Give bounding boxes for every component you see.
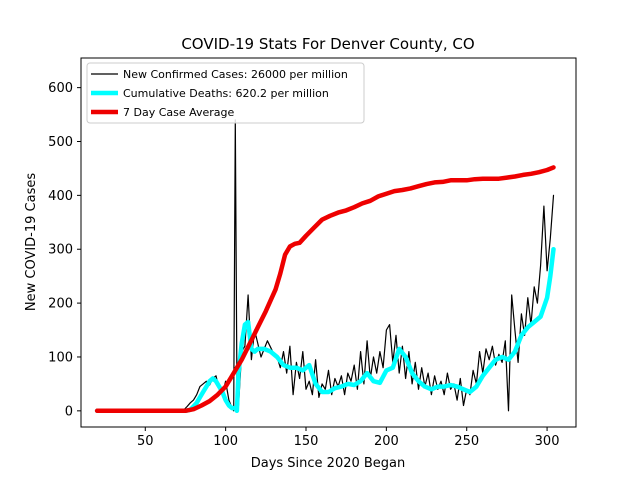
y-tick-label-3: 300 (48, 243, 73, 258)
series-line-2 (94, 165, 556, 414)
y-tick-label-6: 600 (48, 81, 73, 96)
x-tick-label-2: 150 (294, 434, 319, 449)
x-tick-label-0: 50 (137, 434, 154, 449)
y-axis: 0 100 200 300 400 500 600 (48, 81, 81, 419)
y-tick-label-5: 500 (48, 135, 73, 150)
x-axis: 50 100 150 200 250 300 (137, 427, 559, 449)
legend-label-1: Cumulative Deaths: 620.2 per million (123, 87, 329, 100)
x-tick-label-4: 250 (454, 434, 479, 449)
y-axis-label: New COVID-19 Cases (24, 173, 39, 311)
plot-lines (94, 119, 556, 414)
x-axis-label: Days Since 2020 Began (251, 456, 406, 471)
legend: New Confirmed Cases: 26000 per million Cu… (86, 62, 365, 124)
x-tick-label-5: 300 (535, 434, 560, 449)
legend-label-2: 7 Day Case Average (123, 106, 235, 119)
x-tick-label-1: 100 (213, 434, 238, 449)
y-tick-label-2: 200 (48, 297, 73, 312)
y-tick-label-1: 100 (48, 350, 73, 365)
x-tick-label-3: 200 (374, 434, 399, 449)
legend-box (86, 62, 365, 124)
y-tick-label-0: 0 (65, 404, 73, 419)
series-line-1 (94, 246, 556, 414)
y-tick-label-4: 400 (48, 189, 73, 204)
legend-label-0: New Confirmed Cases: 26000 per million (123, 68, 348, 81)
plot-frame (80, 57, 577, 428)
chart-title: COVID-19 Stats For Denver County, CO (181, 35, 474, 53)
